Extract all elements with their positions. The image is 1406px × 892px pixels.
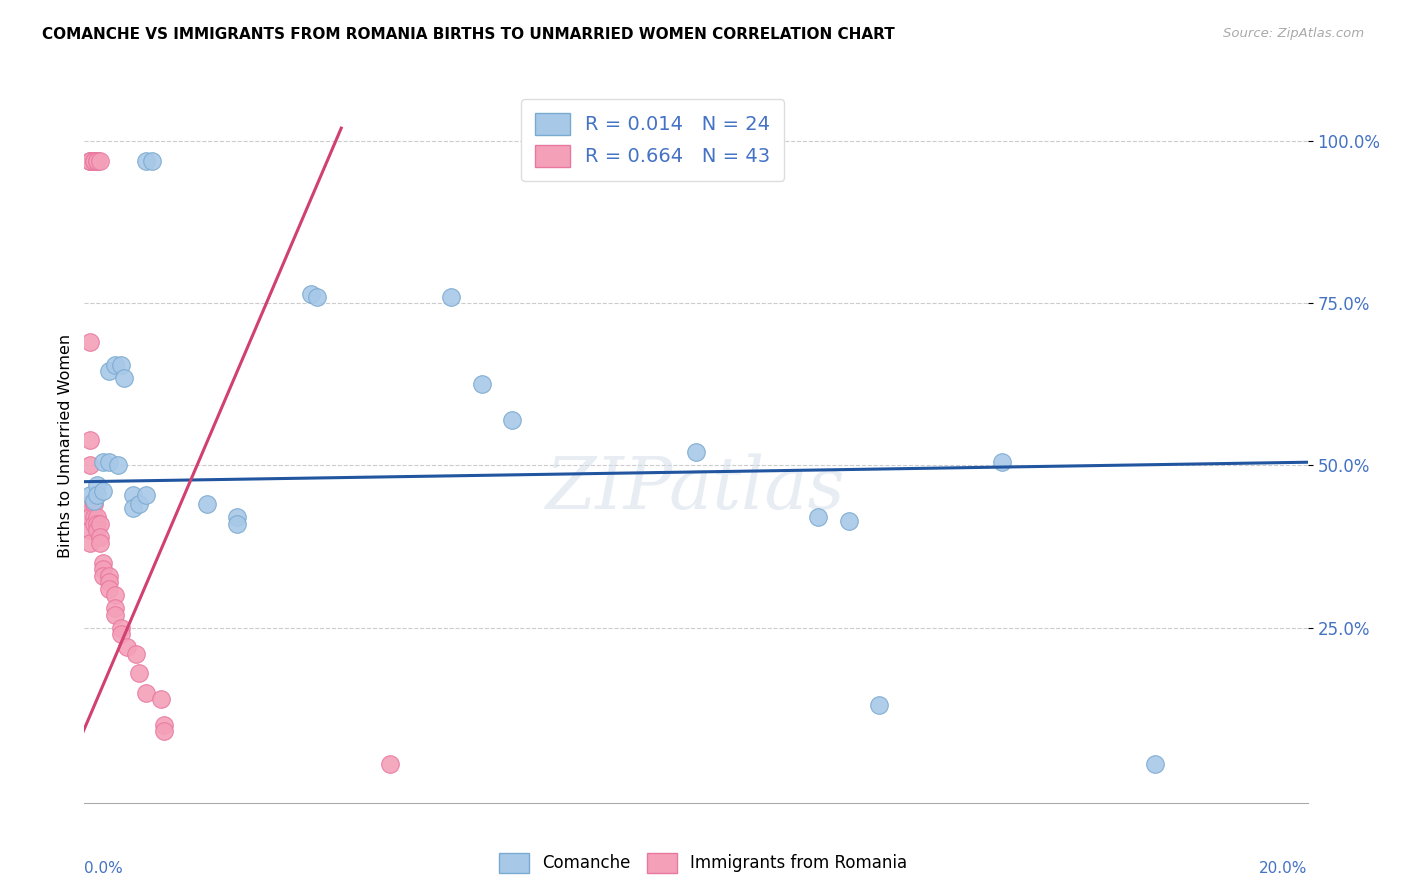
Point xyxy=(79,497,101,511)
Point xyxy=(135,488,157,502)
Point xyxy=(91,556,114,570)
Point xyxy=(89,530,111,544)
Text: 20.0%: 20.0% xyxy=(1260,861,1308,876)
Text: ZIPatlas: ZIPatlas xyxy=(546,453,846,524)
Point xyxy=(110,621,132,635)
Point xyxy=(502,413,524,427)
Point xyxy=(86,516,108,531)
Point xyxy=(110,358,132,372)
Point xyxy=(299,286,322,301)
Point xyxy=(195,497,218,511)
Point xyxy=(128,497,150,511)
Point xyxy=(104,358,127,372)
Point xyxy=(440,290,463,304)
Point xyxy=(135,153,157,168)
Point xyxy=(86,478,108,492)
Point xyxy=(112,371,135,385)
Point xyxy=(79,497,101,511)
Point xyxy=(97,455,120,469)
Point xyxy=(83,516,105,531)
Text: COMANCHE VS IMMIGRANTS FROM ROMANIA BIRTHS TO UNMARRIED WOMEN CORRELATION CHART: COMANCHE VS IMMIGRANTS FROM ROMANIA BIRT… xyxy=(42,27,896,42)
Y-axis label: Births to Unmarried Women: Births to Unmarried Women xyxy=(58,334,73,558)
Point xyxy=(97,364,120,378)
Point xyxy=(97,568,120,582)
Point xyxy=(141,153,163,168)
Point xyxy=(79,510,101,524)
Point xyxy=(79,153,101,168)
Point xyxy=(226,516,249,531)
Point xyxy=(115,640,138,654)
Text: Source: ZipAtlas.com: Source: ZipAtlas.com xyxy=(1223,27,1364,40)
Text: 0.0%: 0.0% xyxy=(84,861,124,876)
Point xyxy=(226,510,249,524)
Point xyxy=(86,510,108,524)
Point xyxy=(79,524,101,538)
Point xyxy=(91,455,114,469)
Point xyxy=(380,756,402,771)
Point xyxy=(86,153,108,168)
Point xyxy=(153,718,176,732)
Point xyxy=(1143,756,1166,771)
Point xyxy=(91,562,114,576)
Point xyxy=(79,153,101,168)
Point xyxy=(79,488,101,502)
Point xyxy=(149,692,172,706)
Point xyxy=(97,582,120,596)
Point xyxy=(89,516,111,531)
Point xyxy=(83,153,105,168)
Point xyxy=(83,494,105,508)
Point xyxy=(83,497,105,511)
Point xyxy=(97,575,120,590)
Point xyxy=(91,484,114,499)
Point xyxy=(807,510,830,524)
Point xyxy=(79,536,101,550)
Point xyxy=(685,445,707,459)
Point xyxy=(125,647,148,661)
Point xyxy=(128,666,150,681)
Point xyxy=(122,488,145,502)
Point xyxy=(153,724,176,739)
Point xyxy=(83,153,105,168)
Point xyxy=(86,524,108,538)
Point xyxy=(471,377,494,392)
Point xyxy=(107,458,129,473)
Point xyxy=(104,588,127,602)
Point xyxy=(86,488,108,502)
Point xyxy=(838,514,860,528)
Point xyxy=(79,433,101,447)
Point xyxy=(89,536,111,550)
Point xyxy=(79,153,101,168)
Legend: R = 0.014   N = 24, R = 0.664   N = 43: R = 0.014 N = 24, R = 0.664 N = 43 xyxy=(522,99,785,181)
Point xyxy=(122,500,145,515)
Point xyxy=(991,455,1014,469)
Point xyxy=(83,510,105,524)
Point xyxy=(89,153,111,168)
Point xyxy=(104,601,127,615)
Point xyxy=(86,153,108,168)
Point xyxy=(110,627,132,641)
Legend: Comanche, Immigrants from Romania: Comanche, Immigrants from Romania xyxy=(492,847,914,880)
Point xyxy=(79,458,101,473)
Point xyxy=(91,568,114,582)
Point xyxy=(135,685,157,699)
Point xyxy=(79,335,101,350)
Point xyxy=(869,698,891,713)
Point xyxy=(305,290,328,304)
Point xyxy=(104,607,127,622)
